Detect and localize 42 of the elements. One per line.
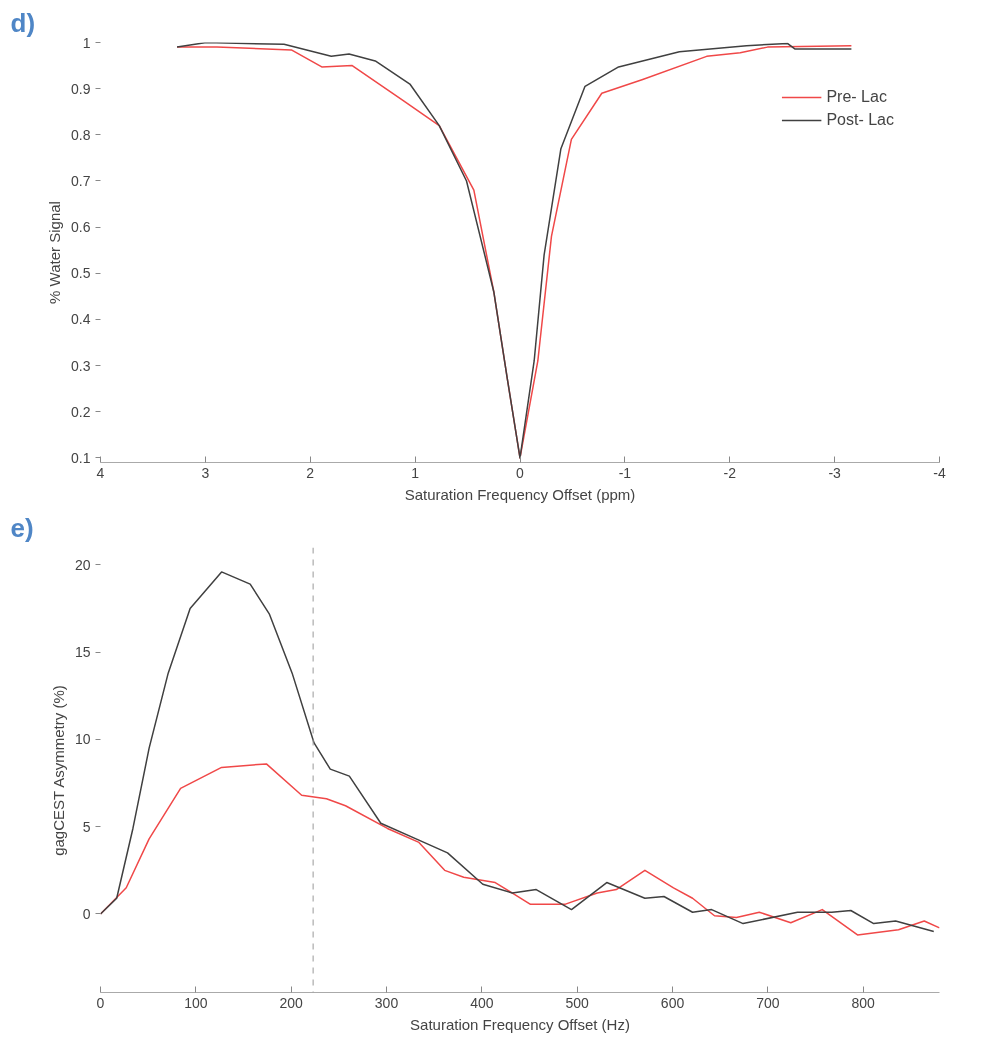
- x-tick-label: 3: [201, 464, 210, 481]
- y-tick-label: 1: [82, 34, 91, 51]
- x-tick-label: 0: [96, 994, 105, 1011]
- y-tick-label: 5: [82, 818, 91, 835]
- y-axis-title: % Water Signal: [46, 201, 64, 304]
- x-tick-label: 100: [184, 994, 208, 1011]
- x-tick-label: 800: [851, 994, 876, 1011]
- x-tick-label: -3: [828, 464, 842, 481]
- x-tick-label: 4: [96, 464, 105, 481]
- x-tick-label: 0: [516, 464, 525, 481]
- chart-title: d): [10, 7, 36, 38]
- y-tick-label: 0.9: [71, 80, 91, 97]
- y-tick-label: 0.2: [71, 403, 91, 420]
- x-tick-label: -4: [933, 464, 946, 481]
- x-tick-label: -2: [723, 464, 737, 481]
- y-tick-label: 20: [74, 556, 91, 573]
- y-tick-label: 0: [82, 905, 91, 922]
- x-tick-label: 2: [306, 464, 315, 481]
- x-tick-label: 700: [756, 994, 780, 1011]
- y-axis-title: gagCEST Asymmetry (%): [49, 685, 67, 856]
- x-tick-label: 500: [565, 994, 590, 1011]
- x-tick-label: 400: [470, 994, 494, 1011]
- x-axis-title: Saturation Frequency Offset (Hz): [410, 1015, 630, 1033]
- y-tick-label: 15: [74, 644, 91, 661]
- legend-label: Pre- Lac: [826, 88, 887, 106]
- y-tick-label: 0.8: [71, 126, 91, 143]
- line-series: [100, 571, 935, 933]
- x-tick-label: 600: [660, 994, 685, 1011]
- y-tick-label: 0.7: [71, 172, 91, 189]
- x-tick-label: 300: [374, 994, 399, 1011]
- y-tick-label: 0.3: [71, 357, 91, 374]
- x-tick-label: 200: [279, 994, 304, 1011]
- y-tick-label: 0.5: [71, 265, 91, 282]
- y-tick-label: 0.6: [71, 219, 91, 236]
- legend-label: Post- Lac: [826, 111, 894, 129]
- chart-title: e): [10, 512, 34, 543]
- x-tick-label: 1: [411, 464, 420, 481]
- y-tick-label: 10: [74, 731, 91, 748]
- y-tick-label: 0.4: [71, 311, 91, 328]
- x-axis-title: Saturation Frequency Offset (ppm): [404, 485, 636, 503]
- x-tick-label: -1: [618, 464, 632, 481]
- y-tick-label: 0.1: [71, 449, 91, 466]
